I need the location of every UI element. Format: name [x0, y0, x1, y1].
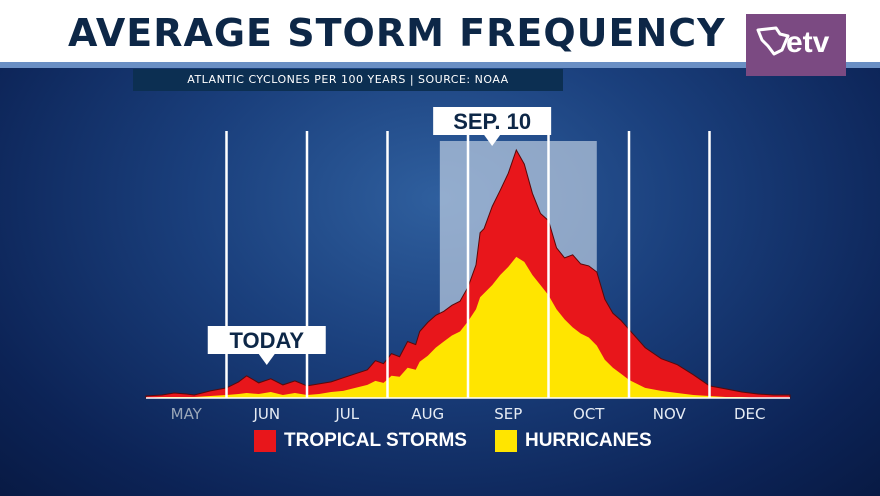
- x-tick-label-nov: NOV: [653, 405, 687, 423]
- legend-swatch-hurricanes: [494, 430, 517, 452]
- callout-today-box: [207, 326, 326, 354]
- header-stripe: [0, 62, 880, 68]
- state-outline-icon: [756, 26, 790, 56]
- x-tick-label-dec: DEC: [734, 405, 766, 423]
- legend-label-hurricanes: HURRICANES: [524, 430, 652, 451]
- logo-text: etv: [786, 26, 830, 59]
- callout-today-pointer: [258, 354, 275, 365]
- x-tick-label-jun: JUN: [252, 405, 280, 423]
- page-title: AVERAGE STORM FREQUENCY: [68, 11, 726, 55]
- legend-label-tropical-storms: TROPICAL STORMS: [284, 430, 467, 451]
- callout-sep-10-box: [433, 107, 552, 135]
- callout-today-label: TODAY: [229, 328, 304, 353]
- subtitle: ATLANTIC CYCLONES PER 100 YEARS | SOURCE…: [133, 69, 563, 91]
- x-tick-label-may: MAY: [171, 405, 203, 423]
- x-tick-label-aug: AUG: [411, 405, 444, 423]
- x-tick-label-jul: JUL: [334, 405, 359, 423]
- etv-logo: etv: [746, 14, 846, 76]
- x-tick-label-oct: OCT: [573, 405, 605, 423]
- legend: TROPICAL STORMS HURRICANES: [254, 430, 680, 460]
- header-bar: [0, 0, 880, 64]
- callout-sep-10-pointer: [484, 135, 501, 146]
- legend-swatch-tropical-storms: [254, 430, 276, 452]
- callout-sep-10-label: SEP. 10: [453, 109, 531, 134]
- x-tick-label-sep: SEP: [494, 405, 522, 423]
